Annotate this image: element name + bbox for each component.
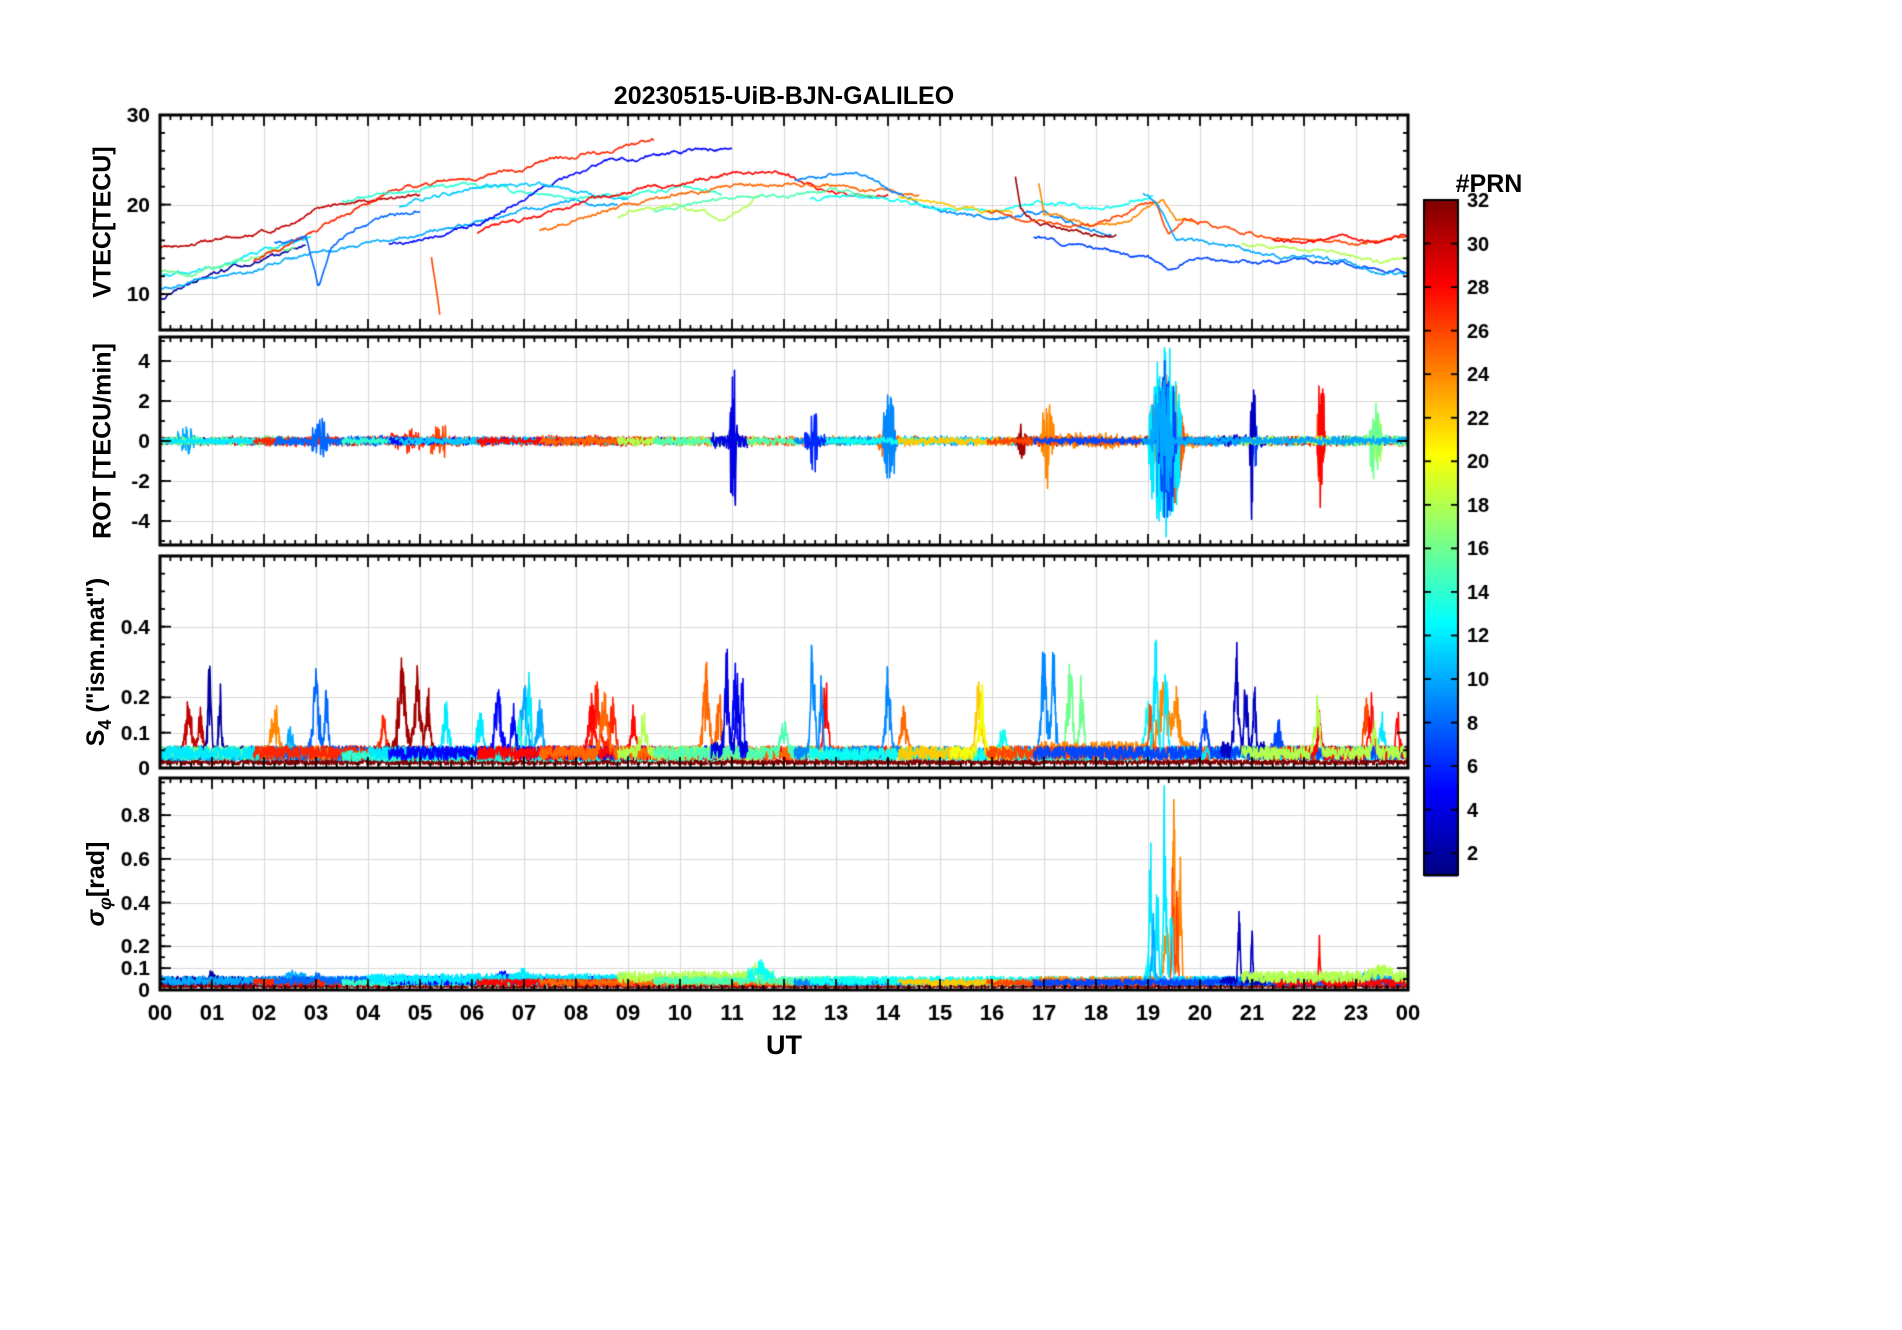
y-axis-label-part: 4 — [95, 719, 115, 730]
y-axis-label-part: [rad] — [82, 841, 110, 898]
y-axis-label-s4: S4 ("ism.mat") — [82, 578, 116, 747]
y-axis-label-vtec: VTEC[TECU] — [89, 146, 118, 297]
y-axis-label-part: φ — [95, 897, 115, 910]
y-axis-label-part: ("ism.mat") — [82, 577, 110, 720]
y-axis-label-part: VTEC[TECU] — [88, 146, 117, 298]
y-axis-label-rot: ROT [TECU/min] — [89, 343, 118, 539]
y-axis-label-part: σ — [82, 909, 110, 927]
y-axis-label-part: S — [82, 729, 110, 747]
y-axis-label-sigma-phi: σφ[rad] — [82, 842, 116, 927]
chart-title: 20230515-UiB-BJN-GALILEO — [613, 82, 955, 110]
colorbar-title: #PRN — [1455, 170, 1523, 198]
x-axis-label: UT — [766, 1030, 802, 1060]
y-axis-label-part: ROT [TECU/min] — [88, 343, 117, 539]
